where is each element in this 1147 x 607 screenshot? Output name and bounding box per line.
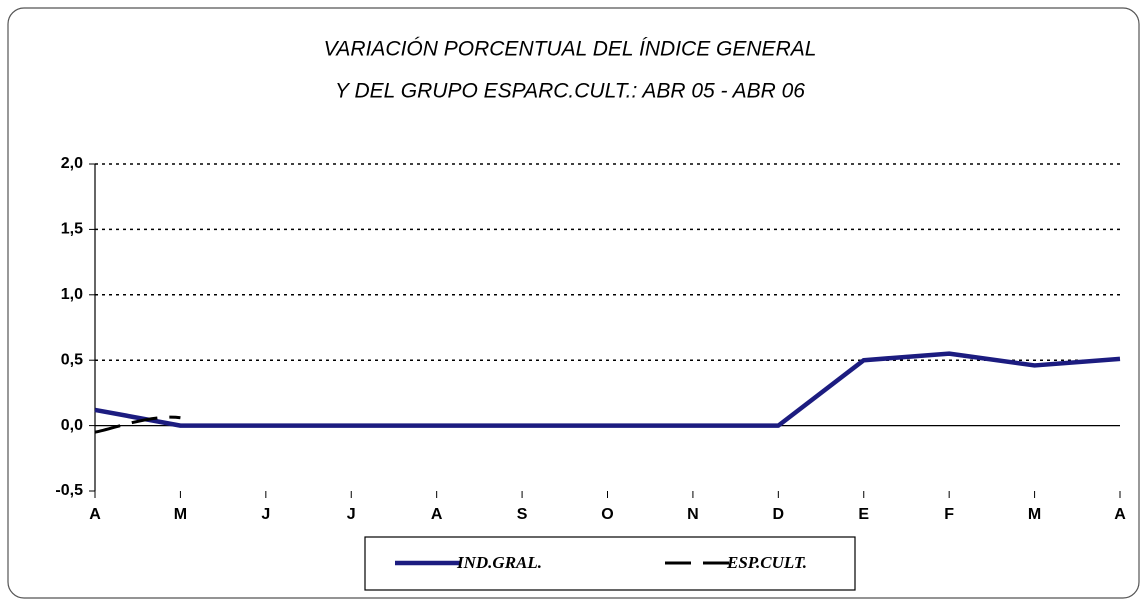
legend-label: IND.GRAL.	[456, 553, 542, 572]
y-tick-label: 1,5	[61, 221, 83, 238]
data-line	[94, 415, 181, 434]
x-tick-label: M	[1028, 506, 1041, 523]
x-tick-label: S	[517, 506, 528, 523]
chart-frame	[7, 7, 1140, 599]
x-tick-label: A	[1114, 506, 1126, 523]
data-line	[94, 351, 1121, 428]
x-tick-label: F	[944, 506, 954, 523]
chart-title: VARIACIÓN PORCENTUAL DEL ÍNDICE GENERAL	[324, 38, 817, 61]
y-tick-label: 2,0	[61, 155, 83, 172]
y-tick-label: -0,5	[55, 482, 83, 499]
x-tick-label: A	[89, 506, 101, 523]
x-tick-label: E	[858, 506, 869, 523]
x-tick-label: M	[174, 506, 187, 523]
x-tick-label: J	[261, 506, 270, 523]
x-tick-label: D	[773, 506, 785, 523]
x-tick-label: A	[431, 506, 443, 523]
y-tick-label: 0,5	[61, 351, 83, 368]
x-tick-label: J	[347, 506, 356, 523]
x-tick-label: N	[687, 506, 699, 523]
x-tick-label: O	[601, 506, 613, 523]
legend-label: ESP.CULT.	[726, 553, 807, 572]
y-tick-label: 1,0	[61, 286, 83, 303]
chart-title: Y DEL GRUPO ESPARC.CULT.: ABR 05 - ABR 0…	[335, 80, 805, 103]
y-tick-label: 0,0	[61, 417, 83, 434]
